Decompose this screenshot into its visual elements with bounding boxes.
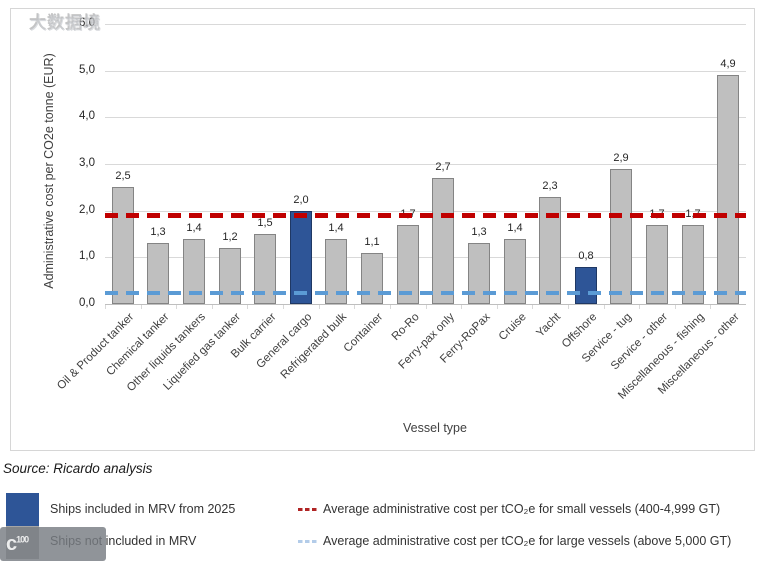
legend-label-large-vessels: Average administrative cost per tCO₂e fo… (323, 534, 732, 548)
bar (361, 253, 383, 304)
bar-value-label: 2,3 (542, 180, 558, 192)
y-tick-label: 0,0 (79, 297, 95, 309)
x-axis-tick (675, 305, 676, 309)
chart-frame: 0,0 1,0 2,0 3,0 4,0 5,0 6,0 2,5 Oil & Product ta… (10, 8, 755, 451)
x-category-label: Chemical tanker (104, 311, 172, 379)
y-tick-label: 1,0 (79, 250, 95, 262)
bar-value-label: 1,3 (471, 226, 487, 238)
watermark-logo: c100 (6, 532, 29, 555)
x-axis-tick (141, 305, 142, 309)
bar (219, 248, 241, 304)
bar (468, 243, 490, 304)
y-tick-label: 5,0 (79, 64, 95, 76)
x-axis-tick (532, 305, 533, 309)
x-axis-tick (461, 305, 462, 309)
bar-highlighted (575, 267, 597, 304)
x-category-label: Refrigerated bulk (279, 311, 350, 382)
x-category-label: Cruise (496, 311, 529, 343)
x-axis-tick (604, 305, 605, 309)
legend-marker-small-vessels (298, 508, 318, 511)
bar-value-label: 1,5 (257, 217, 273, 229)
gridline (105, 117, 746, 118)
legend-label-small-vessels: Average administrative cost per tCO₂e fo… (323, 502, 721, 516)
x-axis-tick (283, 305, 284, 309)
x-axis-tick (497, 305, 498, 309)
y-tick-label: 2,0 (79, 204, 95, 216)
gridline (105, 71, 746, 72)
x-axis-title: Vessel type (403, 421, 467, 435)
bar-value-label: 1,1 (364, 236, 380, 248)
gridline (105, 211, 746, 212)
bar-value-label: 1,4 (186, 222, 202, 234)
y-tick-label: 4,0 (79, 110, 95, 122)
x-axis-tick (390, 305, 391, 309)
bar (610, 169, 632, 304)
gridline (105, 24, 746, 25)
plot-area: 0,0 1,0 2,0 3,0 4,0 5,0 6,0 2,5 Oil & Product ta… (11, 9, 754, 450)
watermark-text: 大数据境 (30, 14, 102, 33)
y-tick-label: 3,0 (79, 157, 95, 169)
bar (539, 197, 561, 304)
bar (147, 243, 169, 304)
x-axis-tick (426, 305, 427, 309)
bar (112, 187, 134, 304)
source-note: Source: Ricardo analysis (3, 461, 153, 476)
bar (646, 225, 668, 304)
x-axis-line (105, 304, 746, 305)
bar-value-label: 1,3 (150, 226, 166, 238)
x-axis-tick (354, 305, 355, 309)
bar (254, 234, 276, 304)
x-axis-tick (176, 305, 177, 309)
bar-value-label: 2,5 (115, 170, 131, 182)
x-axis-tick (105, 305, 106, 309)
x-axis-tick (319, 305, 320, 309)
bar-value-label: 1,4 (507, 222, 523, 234)
bar (682, 225, 704, 304)
bar (717, 75, 739, 304)
gridline (105, 164, 746, 165)
bar-value-label: 2,7 (435, 161, 451, 173)
x-axis-tick (568, 305, 569, 309)
reference-line-large-vessels-average (105, 291, 746, 295)
x-axis-tick (639, 305, 640, 309)
x-axis-tick (710, 305, 711, 309)
bar-value-label: 0,8 (578, 250, 594, 262)
legend-label-included-mrv: Ships included in MRV from 2025 (50, 502, 236, 516)
bar-value-label: 1,2 (222, 231, 238, 243)
gridline (105, 257, 746, 258)
bar-value-label: 4,9 (720, 58, 736, 70)
x-category-label: Yacht (534, 311, 564, 340)
x-category-label: Ro-Ro (389, 311, 422, 343)
legend-marker-large-vessels (298, 540, 318, 543)
reference-line-small-vessels-average (105, 213, 746, 218)
y-tick-label: 6,0 (79, 17, 95, 29)
bar (504, 239, 526, 304)
bar-value-label: 1,4 (328, 222, 344, 234)
bar (183, 239, 205, 304)
legend-swatch-included-mrv (6, 493, 39, 526)
bar-value-label: 2,0 (293, 194, 309, 206)
x-axis-tick (247, 305, 248, 309)
bar-highlighted (290, 211, 312, 304)
bar-value-label: 2,9 (613, 152, 629, 164)
bar (325, 239, 347, 304)
watermark-badge: c100 (0, 527, 106, 561)
x-axis-tick (212, 305, 213, 309)
y-axis-title: Administrative cost per CO2e tonne (EUR) (42, 53, 56, 289)
bar (397, 225, 419, 304)
bar (432, 178, 454, 304)
